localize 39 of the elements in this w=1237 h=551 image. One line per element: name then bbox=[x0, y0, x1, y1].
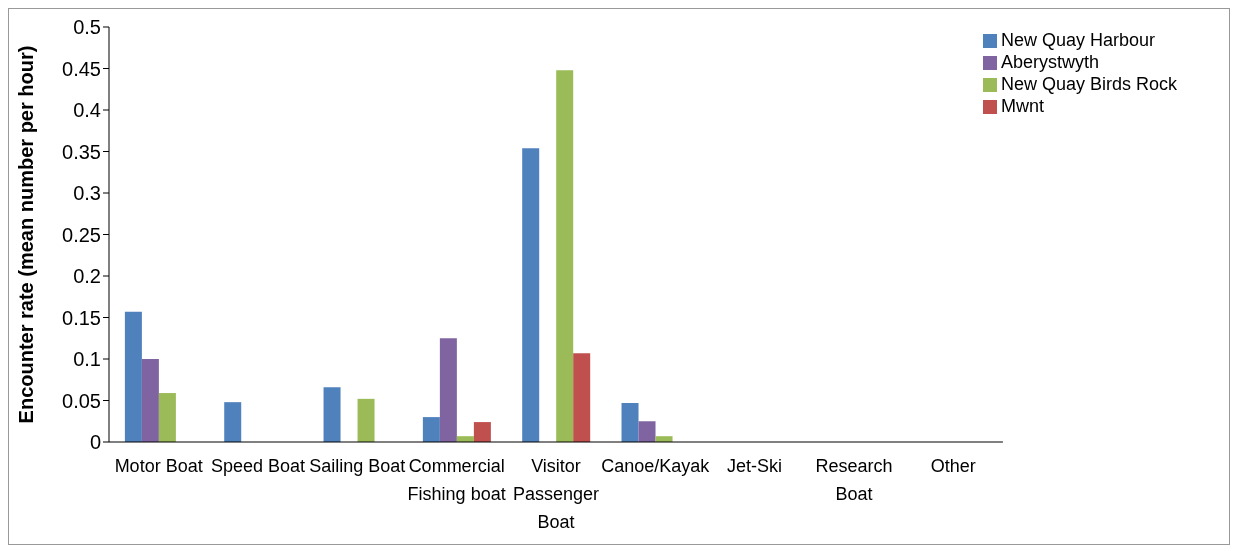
legend-label: New Quay Harbour bbox=[1000, 30, 1156, 50]
bar bbox=[422, 417, 440, 442]
x-tick-label: Jet-Ski bbox=[727, 456, 783, 476]
bar bbox=[323, 387, 341, 442]
bar bbox=[141, 359, 159, 442]
bar bbox=[522, 148, 540, 442]
legend-label: Aberystwyth bbox=[1000, 52, 1099, 72]
x-tick-label: Other bbox=[930, 456, 976, 476]
bar bbox=[124, 311, 142, 442]
y-tick-label: 0.45 bbox=[62, 57, 101, 80]
y-tick-label: 0.5 bbox=[73, 16, 101, 39]
bar bbox=[556, 70, 574, 442]
bar bbox=[573, 353, 591, 442]
legend-label: Mwnt bbox=[1000, 96, 1044, 116]
y-tick-label: 0 bbox=[89, 431, 101, 454]
y-tick-label: 0.05 bbox=[62, 389, 101, 412]
x-tick-label: Sailing Boat bbox=[309, 456, 406, 476]
x-tick-label: Commercial Fishing boat bbox=[407, 456, 506, 504]
y-tick-label: 0.1 bbox=[73, 348, 101, 371]
x-tick-label: Canoe/Kayak bbox=[601, 456, 711, 476]
y-axis-title: Encounter rate (mean number per hour) bbox=[15, 45, 38, 424]
y-tick-label: 0.4 bbox=[73, 99, 101, 122]
bar bbox=[439, 338, 457, 442]
y-tick-label: 0.15 bbox=[62, 306, 101, 329]
bar bbox=[357, 398, 375, 442]
bar bbox=[224, 402, 242, 442]
bar bbox=[158, 393, 176, 442]
y-tick-label: 0.2 bbox=[73, 265, 101, 288]
x-tick-label: Motor Boat bbox=[114, 456, 203, 476]
y-tick-label: 0.25 bbox=[62, 223, 101, 246]
x-tick-label: Speed Boat bbox=[210, 456, 306, 476]
bar bbox=[473, 422, 491, 442]
bar bbox=[621, 402, 639, 442]
bar bbox=[638, 421, 656, 442]
x-tick-label: Visitor Passenger Boat bbox=[512, 456, 599, 532]
x-tick-label: Research Boat bbox=[815, 456, 893, 504]
y-tick-label: 0.35 bbox=[62, 140, 101, 163]
legend-label: New Quay Birds Rock bbox=[1000, 74, 1177, 94]
y-tick-label: 0.3 bbox=[73, 182, 101, 205]
